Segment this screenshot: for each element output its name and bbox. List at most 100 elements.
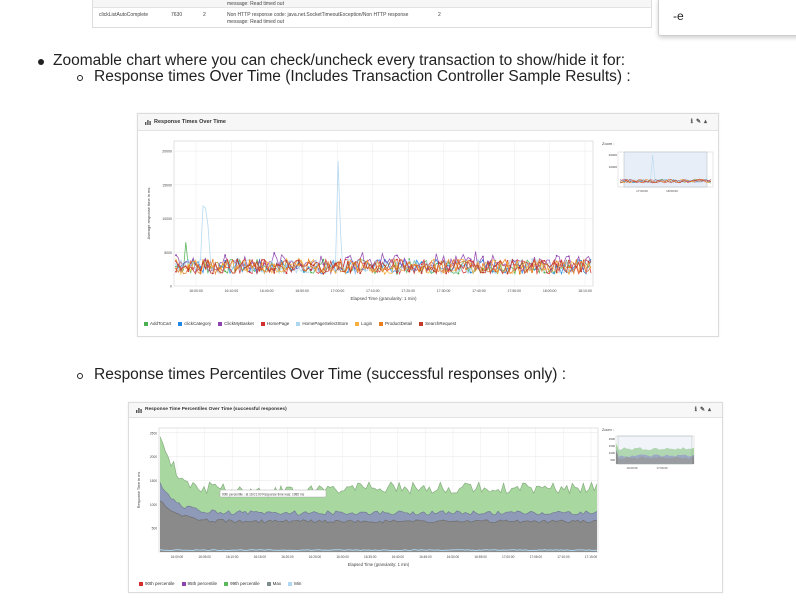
data-point	[248, 264, 251, 267]
data-point	[236, 267, 239, 270]
data-point	[310, 271, 312, 274]
data-point	[224, 254, 227, 257]
legend-item[interactable]: 99th percentile	[224, 581, 260, 586]
data-point	[199, 272, 202, 275]
x-tick-label: 16:20:00	[281, 555, 294, 559]
data-point	[285, 259, 288, 262]
data-point	[175, 270, 177, 273]
legend-item[interactable]: ProductDetail	[379, 321, 412, 326]
y-tick-label: 20000	[162, 150, 172, 154]
legend-swatch	[139, 581, 143, 586]
table-cell: message: Read timed out	[227, 1, 284, 7]
percentiles-chart[interactable]: 2500 2000 1500 1000 500 16:00:00 16:05:00 16:10…	[129, 403, 724, 594]
legend-item[interactable]: Login	[355, 321, 372, 326]
legend-item[interactable]: Min	[288, 581, 301, 586]
bullet-circle	[77, 75, 83, 81]
x-tick-label: 16:40:00	[392, 555, 405, 559]
y-tick-label: 0	[170, 285, 172, 289]
legend-item[interactable]: Max	[266, 581, 281, 586]
y-tick-label: 2500	[150, 431, 157, 435]
data-point	[408, 259, 411, 262]
legend-item[interactable]: HomePageSelectStore	[296, 321, 348, 326]
data-point	[285, 264, 288, 267]
data-point	[445, 264, 448, 267]
bullet-circle	[77, 373, 83, 379]
data-point	[334, 271, 337, 274]
collapse-icon[interactable]: ▴	[703, 119, 710, 125]
legend-label: Login	[361, 321, 373, 326]
data-point	[371, 267, 374, 269]
data-point	[346, 256, 349, 259]
legend-label: Min	[294, 581, 302, 586]
legend-item[interactable]: clickCategory	[178, 321, 211, 326]
panel-header: Response Time Percentiles Over Time (suc…	[129, 403, 722, 418]
data-point	[567, 255, 570, 258]
legend-item[interactable]: 95th percentile	[181, 581, 218, 586]
legend-item[interactable]: SearchRequest	[419, 321, 456, 326]
data-point	[187, 259, 190, 262]
zoom-y-tick: 500	[610, 458, 615, 462]
zoom-series-line	[619, 178, 712, 184]
data-point	[457, 262, 460, 265]
legend-label: 99th percentile	[230, 581, 260, 586]
wrench-icon[interactable]: ✎	[699, 407, 708, 413]
zoom-y-tick: 2500	[609, 437, 616, 441]
y-tick-label: 5000	[164, 251, 172, 255]
response-times-chart[interactable]: 20000 15000 10000 5000 0 16:00:00 16:10:00 16:4…	[138, 114, 720, 338]
y-tick-label: 1500	[150, 479, 157, 483]
panel-controls[interactable]: ℹ✎▴	[691, 118, 710, 125]
x-axis-label: Elapsed Time (granularity: 1 min)	[348, 562, 410, 567]
legend-item[interactable]: AddToCart	[144, 321, 171, 326]
data-point	[273, 265, 276, 268]
data-point	[273, 252, 276, 254]
x-tick-label: 17:05:00	[530, 555, 543, 559]
x-tick-label: 17:20:00	[401, 289, 415, 293]
data-point	[494, 265, 497, 267]
data-point	[469, 265, 472, 268]
legend-swatch	[144, 321, 148, 326]
bullet-main: Zoomable chart where you can check/unche…	[53, 52, 626, 69]
series-90th-area	[160, 500, 597, 552]
zoom-x-tick: 17:00:00	[636, 189, 648, 193]
data-point	[518, 260, 521, 263]
x-tick-label: 17:15:00	[585, 555, 598, 559]
collapse-icon[interactable]: ▴	[707, 407, 714, 413]
info-icon[interactable]: ℹ	[694, 407, 700, 413]
wrench-icon[interactable]: ✎	[695, 119, 704, 125]
x-tick-label: 18:00:00	[543, 289, 557, 293]
y-axis-label: Response Time in ms	[137, 472, 141, 509]
data-point	[199, 269, 202, 272]
data-point	[580, 260, 583, 263]
zoom-label: Zoom :	[602, 428, 614, 432]
data-point	[371, 271, 374, 273]
x-tick-label: 17:10:00	[366, 289, 380, 293]
data-point	[383, 272, 386, 275]
data-point	[199, 258, 202, 261]
data-point	[187, 270, 190, 273]
panel-controls[interactable]: ℹ✎▴	[695, 406, 714, 413]
data-point	[482, 271, 484, 274]
x-tick-label: 16:50:00	[295, 289, 309, 293]
data-point	[396, 254, 398, 257]
chart-legend[interactable]: 90th percentile 95th percentile 99th perce…	[139, 581, 308, 586]
legend-item[interactable]: ClickMyBasket	[218, 321, 254, 326]
info-icon[interactable]: ℹ	[690, 119, 696, 125]
data-point	[531, 271, 533, 274]
x-tick-label: 16:40:00	[260, 289, 274, 293]
legend-label: 95th percentile	[187, 581, 218, 586]
data-point	[297, 260, 300, 262]
data-point	[457, 272, 460, 275]
legend-item[interactable]: HomePage	[260, 321, 289, 326]
data-point	[261, 270, 263, 273]
data-point	[261, 259, 263, 261]
chart-legend[interactable]: AddToCart clickCategory ClickMyBasket HomeP…	[144, 321, 463, 326]
legend-label: clickCategory	[184, 321, 212, 326]
legend-item[interactable]: 90th percentile	[139, 581, 175, 586]
zoom-x-tick: 16:00:00	[627, 466, 638, 470]
zoom-y-tick: 1500	[609, 444, 616, 448]
data-point	[567, 259, 570, 262]
series-min-line	[159, 549, 598, 552]
data-point	[346, 271, 349, 273]
panel-title: Response Times Over Time	[154, 119, 226, 125]
table-cell: 2	[203, 12, 206, 18]
